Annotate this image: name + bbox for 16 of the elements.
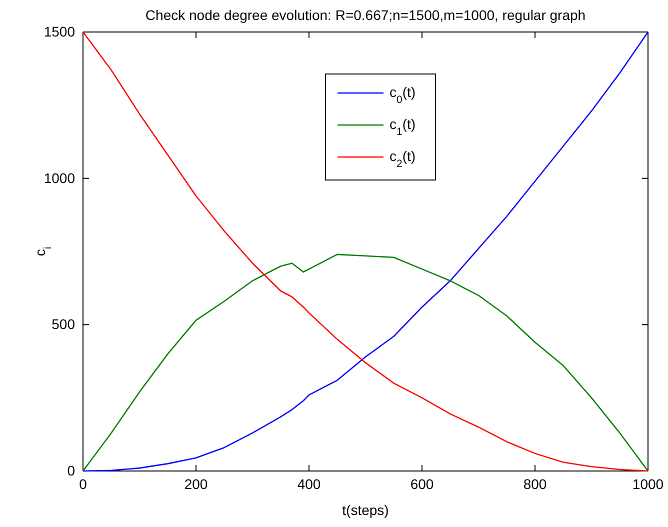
x-tick-label: 400 xyxy=(297,476,321,492)
legend-label: c$_{0}$(t) xyxy=(390,84,416,106)
y-tick-label: 0 xyxy=(67,462,76,478)
x-tick-label: 600 xyxy=(410,476,434,492)
line-series xyxy=(82,31,649,472)
legend-label: c$_{1}$(t) xyxy=(390,116,416,138)
y-tick-label: 1000 xyxy=(44,170,76,186)
y-tick-label: 1500 xyxy=(44,23,76,40)
x-tick-label: 800 xyxy=(523,476,547,492)
x-tick-label: 200 xyxy=(184,476,208,492)
x-tick-label: 0 xyxy=(79,476,88,492)
y-tick-label: 500 xyxy=(52,316,76,332)
legend-label: c$_{2}$(t) xyxy=(390,148,416,170)
chart-title: Check node degree evolution: R=0.667;n=1500,m=1000, regular graph xyxy=(145,7,586,23)
x-axis-title: t(steps) xyxy=(342,502,389,518)
x-tick-label: 1000 xyxy=(632,476,664,492)
